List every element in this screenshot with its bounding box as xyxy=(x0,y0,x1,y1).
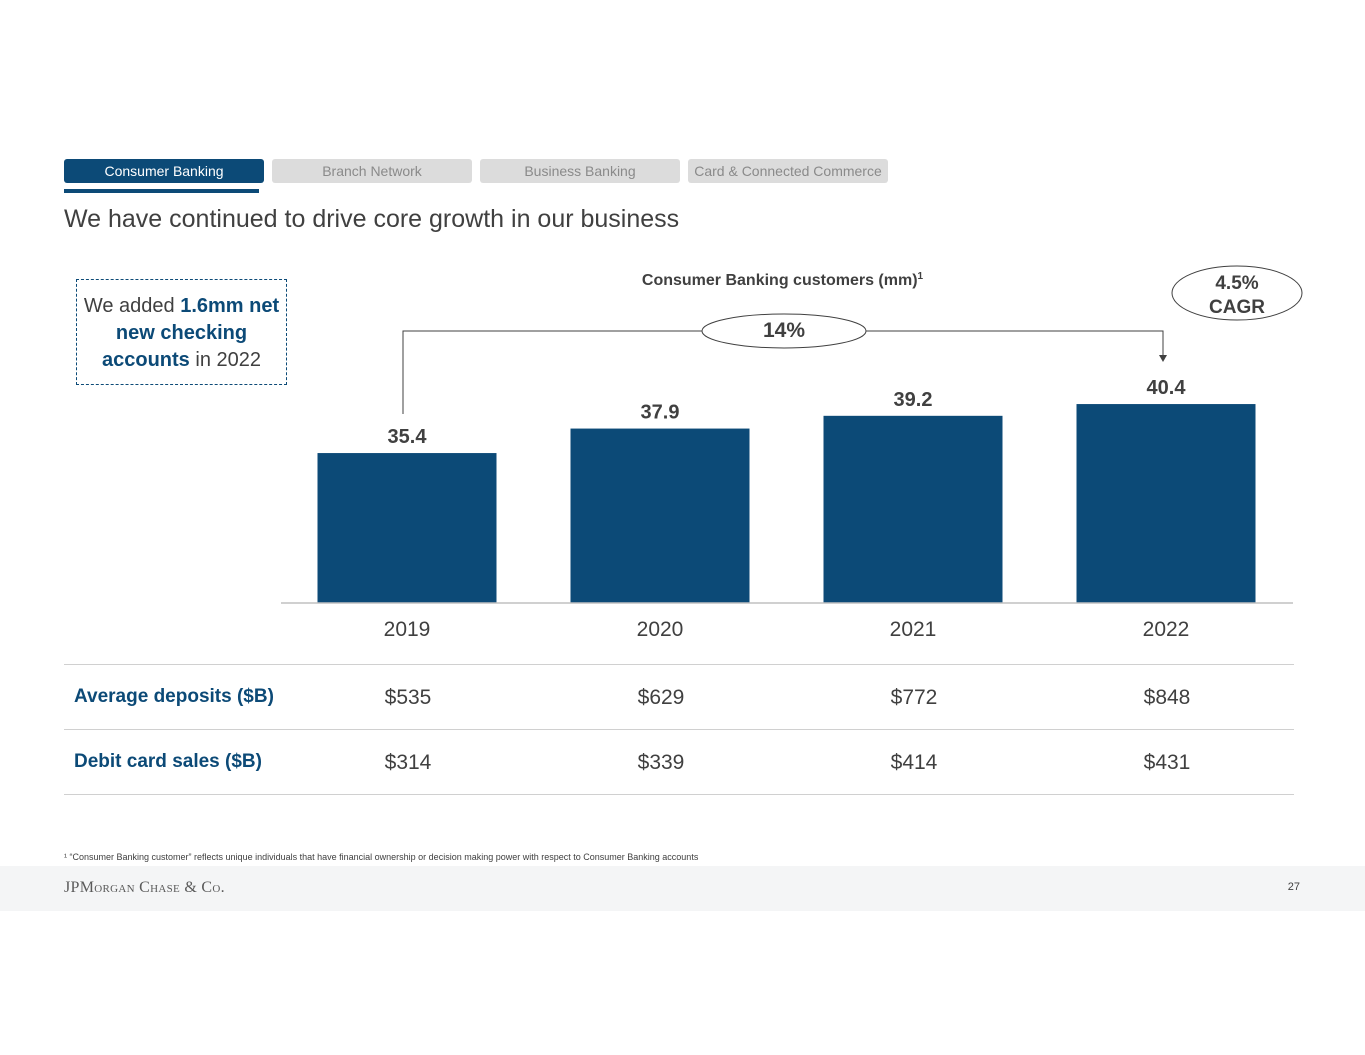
bar-2020 xyxy=(570,428,750,603)
footnote: ¹ “Consumer Banking customer” reflects u… xyxy=(64,852,699,862)
table-row-average-deposits: Average deposits ($B) $535 $629 $772 $84… xyxy=(64,664,1294,730)
growth-bracket-right xyxy=(866,330,1164,356)
bar-2021 xyxy=(823,415,1003,603)
table-cell: $314 xyxy=(384,751,432,774)
bar-value-label: 40.4 xyxy=(1147,377,1187,399)
callout-suffix: in 2022 xyxy=(189,349,261,371)
growth-bracket-left xyxy=(402,330,702,414)
table-cell: $772 xyxy=(890,686,938,709)
growth-arrow-head xyxy=(1159,355,1167,362)
x-tick-label: 2020 xyxy=(637,618,684,641)
bar-value-label: 37.9 xyxy=(641,402,680,424)
callout-box: We added 1.6mm net new checking accounts… xyxy=(76,279,287,385)
callout-highlight: 1.6mm net new checking accounts xyxy=(102,295,280,371)
cagr-label: 4.5% CAGR xyxy=(1172,272,1302,320)
cagr-text: CAGR xyxy=(1209,297,1265,318)
x-tick-label: 2021 xyxy=(890,618,937,641)
metrics-table: Average deposits ($B) $535 $629 $772 $84… xyxy=(64,664,1294,795)
tab-business-banking[interactable]: Business Banking xyxy=(480,159,680,183)
bar-value-label: 39.2 xyxy=(894,389,933,411)
footer: JPMorgan Chase & Co. 27 xyxy=(0,866,1365,911)
table-cell: $629 xyxy=(637,686,685,709)
row-label: Debit card sales ($B) xyxy=(74,751,262,772)
table-cell: $535 xyxy=(384,686,432,709)
active-tab-underline xyxy=(64,189,259,193)
tab-consumer-banking[interactable]: Consumer Banking xyxy=(64,159,264,183)
bar-2019 xyxy=(317,453,497,603)
chart-title: Consumer Banking customers (mm)1 xyxy=(0,271,1365,290)
table-cell: $339 xyxy=(637,751,685,774)
page-title: We have continued to drive core growth i… xyxy=(64,205,680,233)
tab-card-connected-commerce[interactable]: Card & Connected Commerce xyxy=(688,159,888,183)
growth-ellipse xyxy=(701,313,867,349)
table-row-debit-card-sales: Debit card sales ($B) $314 $339 $414 $43… xyxy=(64,730,1294,795)
page-number: 27 xyxy=(1287,881,1300,893)
x-tick-label: 2019 xyxy=(384,618,431,641)
cagr-value: 4.5% xyxy=(1215,273,1259,294)
growth-label: 14% xyxy=(762,319,806,342)
chart-title-footnote: 1 xyxy=(917,271,924,282)
table-cell: $414 xyxy=(890,751,938,774)
bar-value-label: 35.4 xyxy=(388,426,428,448)
company-logo: JPMorgan Chase & Co. xyxy=(64,879,225,896)
bar-chart: 35.4 2019 37.9 2020 39.2 2021 40.4 2022 xyxy=(281,265,1303,641)
bar-2022 xyxy=(1076,404,1256,603)
table-cell: $848 xyxy=(1143,686,1191,709)
x-tick-label: 2022 xyxy=(1143,618,1190,641)
row-label: Average deposits ($B) xyxy=(74,686,274,707)
chart-title-text: Consumer Banking customers (mm) xyxy=(641,272,918,290)
cagr-ellipse xyxy=(1171,265,1303,321)
tab-branch-network[interactable]: Branch Network xyxy=(272,159,472,183)
callout-prefix: We added xyxy=(83,295,181,317)
table-cell: $431 xyxy=(1143,751,1191,774)
